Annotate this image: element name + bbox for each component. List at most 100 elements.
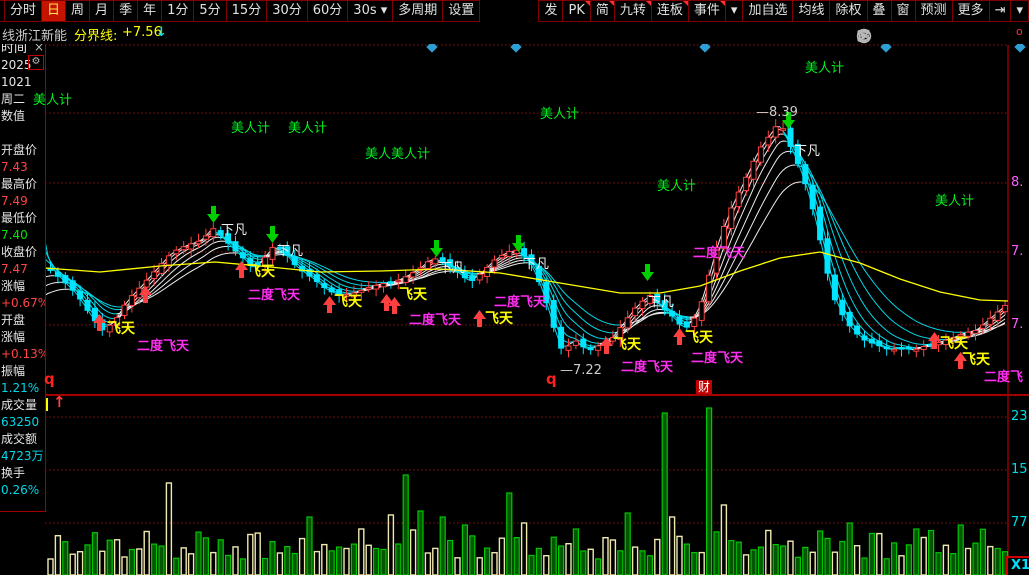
- volume-bars: [47, 407, 1009, 575]
- ma-line-yellow: [45, 251, 1008, 302]
- period-button-15min[interactable]: 15分: [225, 0, 268, 22]
- sell-signal-arrow: [641, 264, 654, 281]
- period-button-5min[interactable]: 5分: [193, 0, 227, 22]
- top-diamond-marker: [699, 41, 711, 53]
- period-button-zhou[interactable]: 周: [65, 0, 91, 22]
- buy-signal-arrow: [954, 352, 967, 369]
- period-button-nian[interactable]: 年: [137, 0, 163, 22]
- buy-signal-arrow: [235, 261, 248, 278]
- buy-signal-arrow: [139, 286, 152, 303]
- action-button-jump-latest[interactable]: ⇥: [988, 0, 1012, 22]
- pane-divider: [0, 394, 1029, 396]
- action-button-jiuzhuan[interactable]: 九转: [613, 0, 652, 22]
- buy-signal-arrow: [673, 328, 686, 345]
- red-o-marker: o: [1016, 25, 1023, 38]
- info-panel-rows: 2025 1021 周二 数值 开盘价 7.43 最高价 7.49 最低价 7.40 收盘价 7.47…: [0, 57, 45, 499]
- stock-name[interactable]: 浙江新能: [15, 29, 68, 44]
- sell-signal-arrow: [207, 206, 220, 223]
- action-button-die[interactable]: 叠: [866, 0, 892, 22]
- sell-signal-arrow: [512, 235, 525, 252]
- period-button-60min[interactable]: 60分: [306, 0, 349, 22]
- status-row: 线 浙江新能 分界线: +7.56 ↓ o: [0, 22, 1029, 44]
- info-row-4: [0, 125, 45, 142]
- action-button-jian[interactable]: 简: [589, 0, 615, 22]
- info-row-3: 数值: [1, 109, 26, 123]
- action-button-lianban[interactable]: 连板: [650, 0, 689, 22]
- period-button-30s[interactable]: 30s ▾: [347, 0, 394, 22]
- buy-signal-arrow: [600, 337, 613, 354]
- info-row-9: 最低价: [1, 211, 38, 225]
- info-row-8: 7.49: [1, 194, 28, 208]
- action-button-group: 发 PK 简九转 连板 事件 ▾ 加自选 均线 除权叠窗预测 更多 ⇥ ▾: [538, 0, 1029, 22]
- info-row-21: 63250: [1, 415, 40, 429]
- buy-signal-arrow: [93, 314, 106, 331]
- indicator-name-label: 分界线:: [74, 29, 118, 44]
- period-toolbar: 分时日周月季年 1分 5分 15分 30分 60分 30s ▾ 多周期 设置 发 PK 简九转 连板事…: [0, 0, 1029, 22]
- gear-icon[interactable]: ⚙: [28, 55, 44, 70]
- close-icon[interactable]: ×: [33, 40, 44, 54]
- buy-signal-arrow: [388, 297, 401, 314]
- action-button-fa[interactable]: 发: [538, 0, 564, 22]
- info-row-25: 0.26%: [1, 483, 40, 497]
- period-button-ji[interactable]: 季: [113, 0, 139, 22]
- buy-signal-arrow: [473, 310, 486, 327]
- action-button-junxian[interactable]: 均线: [792, 0, 831, 22]
- indicator-value: +7.56: [122, 25, 162, 40]
- info-row-19: 1.21%: [1, 381, 40, 395]
- info-row-0: 2025: [1, 58, 32, 72]
- x-scale-badge[interactable]: X1: [1006, 556, 1029, 575]
- info-row-12: 7.47: [1, 262, 28, 276]
- action-button-chuquan[interactable]: 除权: [829, 0, 868, 22]
- info-row-23: 4723万: [1, 449, 44, 463]
- period-button-30min[interactable]: 30分: [266, 0, 308, 22]
- action-button-pk[interactable]: PK: [562, 0, 591, 22]
- top-diamond-marker: [1014, 41, 1026, 53]
- info-row-1: 1021: [1, 75, 32, 89]
- info-row-5: 开盘价: [1, 143, 38, 157]
- info-row-10: 7.40: [1, 228, 28, 242]
- info-panel-title: 时间: [1, 41, 28, 56]
- info-row-18: 振幅: [1, 364, 26, 378]
- kline-partial-label: 线: [2, 29, 16, 44]
- sell-signal-arrow: [430, 240, 443, 257]
- buy-signal-arrow: [928, 332, 941, 349]
- sell-signal-arrow: [266, 226, 279, 243]
- action-button-chuang[interactable]: 窗: [890, 0, 916, 22]
- period-button-settings[interactable]: 设置: [442, 0, 481, 22]
- info-row-14: +0.67%: [1, 296, 45, 310]
- info-row-7: 最高价: [1, 177, 38, 191]
- info-row-16: 涨幅: [1, 330, 26, 344]
- info-panel[interactable]: 时间 × ⚙ 2025 1021 周二 数值 开盘价 7.43 最高价 7.49 最低价 7.40…: [0, 40, 46, 512]
- buy-signal-arrow: [380, 294, 393, 311]
- action-button-yuce[interactable]: 预测: [914, 0, 953, 22]
- period-button-group: 分时日周月季年 1分 5分 15分 30分 60分 30s ▾ 多周期 设置: [0, 0, 481, 22]
- period-button-1min[interactable]: 1分: [161, 0, 195, 22]
- info-row-15: 开盘: [1, 313, 26, 327]
- volume-yellow-tick: [46, 398, 48, 411]
- info-row-11: 收盘价: [1, 245, 38, 259]
- zoom-out-icon[interactable]: [856, 28, 872, 44]
- period-button-multi-period[interactable]: 多周期: [392, 0, 444, 22]
- info-row-22: 成交额: [1, 432, 38, 446]
- period-button-yue[interactable]: 月: [89, 0, 115, 22]
- sell-signal-arrow: [782, 112, 795, 129]
- action-button-add-watchlist[interactable]: 加自选: [742, 0, 794, 22]
- period-button-fenshi[interactable]: 分时: [4, 0, 43, 22]
- action-button-shijian[interactable]: 事件: [687, 0, 726, 22]
- top-diamond-marker: [426, 41, 438, 53]
- indicator-ribbon: [45, 125, 1006, 351]
- action-button-shijian-caret[interactable]: ▾: [724, 0, 744, 22]
- buy-signal-arrow: [323, 296, 336, 313]
- action-button-more-caret[interactable]: ▾: [1010, 0, 1029, 22]
- down-arrow-icon: ↓: [156, 25, 167, 40]
- top-diamond-marker: [880, 41, 892, 53]
- action-button-gengduo[interactable]: 更多: [951, 0, 990, 22]
- info-row-24: 换手: [1, 466, 26, 480]
- info-row-20: 成交量: [1, 398, 38, 412]
- top-diamond-marker: [510, 41, 522, 53]
- candlesticks: [47, 119, 1008, 358]
- period-button-ri[interactable]: 日: [41, 0, 67, 22]
- info-row-6: 7.43: [1, 160, 28, 174]
